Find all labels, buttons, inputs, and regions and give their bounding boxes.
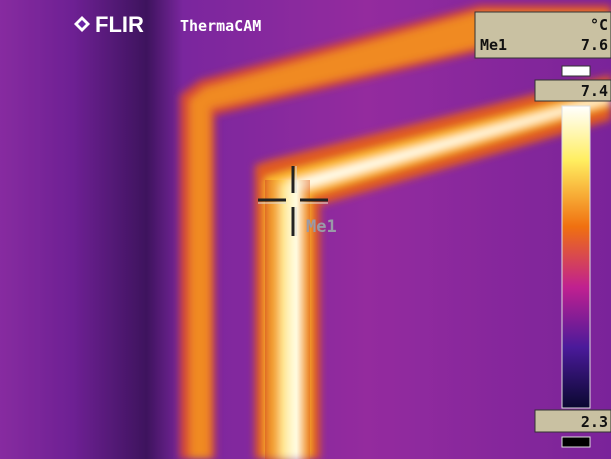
thermal-image: FLIR ThermaCAM °C Me1 7.6 7.4 2.3 Me1: [0, 0, 611, 459]
unit: °C: [590, 16, 608, 34]
product: ThermaCAM: [180, 17, 261, 35]
jamb: [265, 180, 310, 459]
scale-max: 7.4: [581, 82, 608, 100]
spot-label: Me1: [306, 217, 337, 237]
above-range: [562, 66, 590, 76]
readout-label: Me1: [480, 36, 507, 54]
page: FLIR ThermaCAM °C Me1 7.6 7.4 2.3 Me1 ((…: [0, 0, 611, 459]
below-range: [562, 437, 590, 447]
scale-min: 2.3: [581, 413, 608, 431]
readout-value: 7.6: [581, 36, 608, 54]
color-bar: [562, 106, 590, 408]
brand: FLIR: [95, 12, 144, 37]
